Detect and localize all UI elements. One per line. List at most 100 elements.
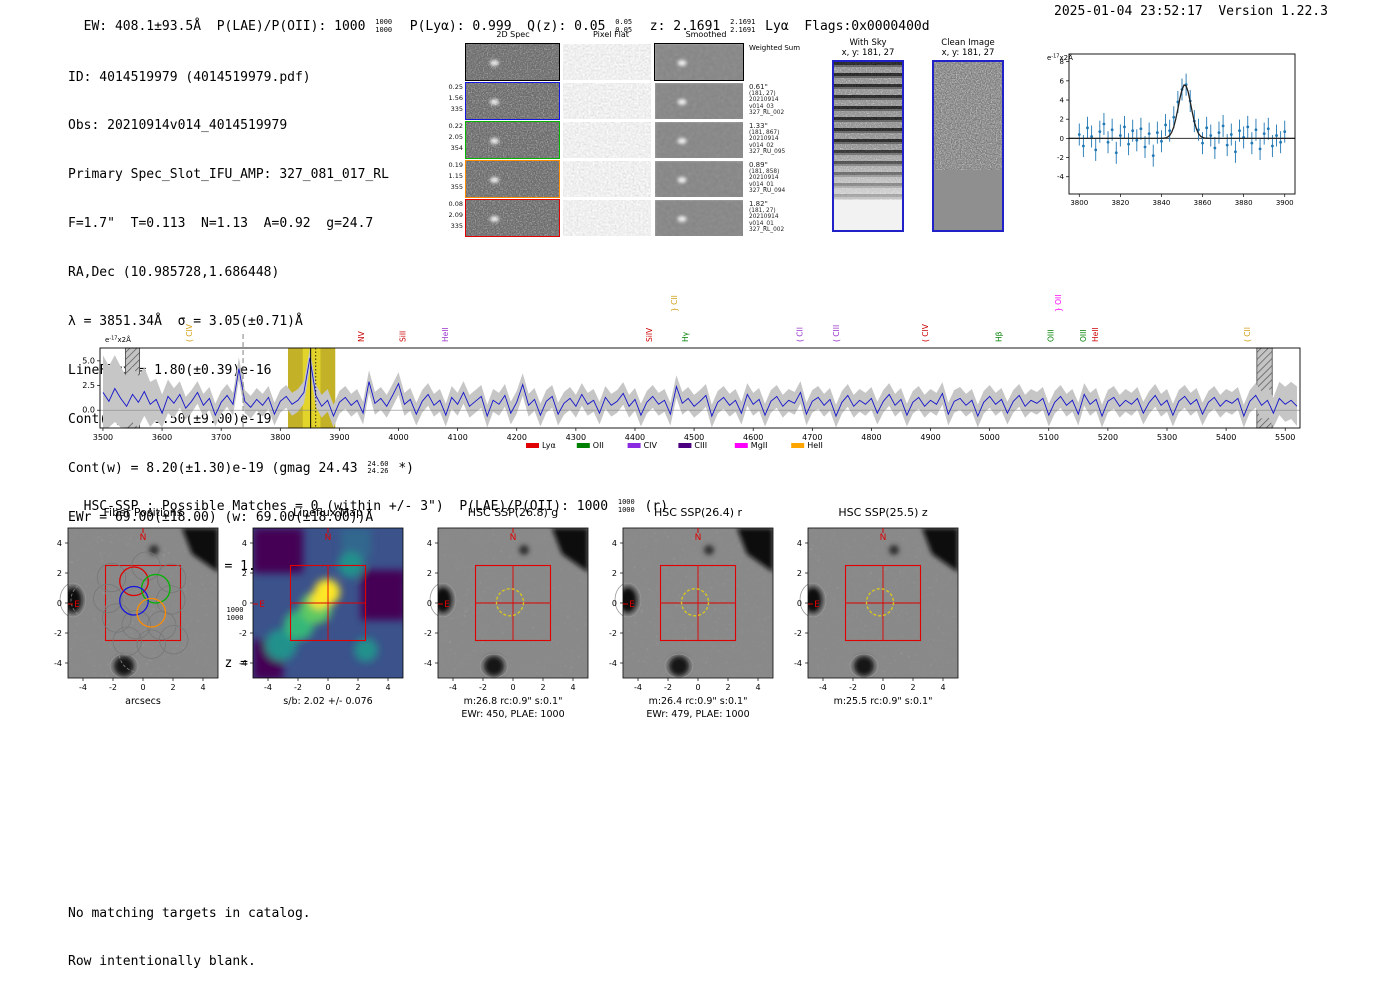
panel-caption: arcsecs xyxy=(125,696,161,707)
footer-line-1: No matching targets in catalog. xyxy=(68,906,311,921)
panel-title: Lineflux Map xyxy=(292,506,364,519)
svg-text:0: 0 xyxy=(140,683,145,692)
svg-text:0: 0 xyxy=(695,683,700,692)
compass-north: N xyxy=(510,533,517,543)
twod-row: 0.22 2.05 354 1.33" (181, 867) 20210914 v014_0… xyxy=(445,121,810,159)
gmag-uncertainty: 24.60 24.26 xyxy=(367,459,389,476)
emission-line-label: } CII xyxy=(670,295,679,312)
compass-east: E xyxy=(259,600,265,610)
legend-label: Lyα xyxy=(542,441,556,450)
legend-label: CIV xyxy=(644,441,658,450)
lineflux-map-plot: -4 -4 -2 -2 0 0 2 2 4 4 N E xyxy=(239,527,404,692)
info-seeing: F=1.7" T=0.113 N=1.13 A=0.92 g=24.7 xyxy=(68,216,374,232)
fiber-annotation: 0.61" (181, 27) 20210914 v014_03 327_RL_002 xyxy=(749,83,785,117)
svg-text:4300: 4300 xyxy=(566,433,586,442)
svg-text:3840: 3840 xyxy=(1153,199,1171,207)
clean-image xyxy=(932,60,1004,232)
footer-notes: No matching targets in catalog. Row inte… xyxy=(68,874,311,986)
twod-rows: Weighted Sum 0.25 1.56 335 0.61" (181, 27) 202… xyxy=(445,43,810,238)
info-obs: Obs: 20210914v014_4014519979 xyxy=(68,118,288,134)
emission-line-label: SiII xyxy=(398,331,407,342)
svg-text:4700: 4700 xyxy=(802,433,822,442)
smoothed-image xyxy=(654,43,744,81)
info-lambda: λ = 3851.34Å σ = 3.05(±0.71)Å xyxy=(68,314,303,330)
svg-text:-2: -2 xyxy=(1057,154,1064,162)
fiber-circle-other xyxy=(121,610,151,640)
svg-text:3880: 3880 xyxy=(1235,199,1253,207)
fiber-circle xyxy=(119,585,149,616)
pixel-flat-image xyxy=(562,121,652,159)
svg-text:4000: 4000 xyxy=(388,433,408,442)
svg-text:4: 4 xyxy=(385,683,390,692)
svg-text:8: 8 xyxy=(1060,58,1064,66)
legend-label: HeII xyxy=(807,441,823,450)
summary-header: EW: 408.1±93.5Å P(LAE)/P(OII): 1000 1000… xyxy=(68,4,930,34)
svg-text:-2: -2 xyxy=(239,629,247,638)
svg-text:4: 4 xyxy=(57,539,62,548)
svg-text:4200: 4200 xyxy=(507,433,527,442)
info-ewr: EWr = 69.00(±18.00) (w: 69.00(±18.00))Å xyxy=(68,509,374,525)
svg-text:5300: 5300 xyxy=(1157,433,1177,442)
smoothed-image xyxy=(654,121,744,159)
cutout-panel-hsc-r: HSC SSP(26.4) r -4 -4 -2 -2 0 0 2 2 4 4 N E m:26.4 … xyxy=(591,506,783,736)
svg-text:-4: -4 xyxy=(819,683,827,692)
svg-text:4: 4 xyxy=(797,539,802,548)
twod-row: 0.19 1.15 355 0.89" (181, 858) 20210914 v014_0… xyxy=(445,160,810,198)
svg-text:4100: 4100 xyxy=(447,433,467,442)
legend-label: OII xyxy=(593,441,604,450)
svg-text:0.0: 0.0 xyxy=(82,406,95,415)
clean-image-coords: x, y: 181, 27 xyxy=(941,48,995,58)
svg-text:4: 4 xyxy=(200,683,205,692)
fiber-positions-plot: -4 -4 -2 -2 0 0 2 2 4 4 N E xyxy=(54,527,219,692)
ew-value: EW: 408.1±93.5Å xyxy=(83,19,217,34)
pixel-flat-image xyxy=(562,160,652,198)
emission-line-label: Hβ xyxy=(995,331,1004,342)
info-amp: Primary Spec_Slot_IFU_AMP: 327_081_017_R… xyxy=(68,167,389,183)
match-plae-uncertainty: 1000 1000 xyxy=(617,498,635,514)
svg-text:0: 0 xyxy=(880,683,885,692)
emission-line-label: SiIV xyxy=(645,327,654,342)
panel-caption-2: EWr: 450, PLAE: 1000 xyxy=(461,709,565,720)
svg-text:-4: -4 xyxy=(264,683,272,692)
svg-text:4: 4 xyxy=(242,539,247,548)
svg-text:2: 2 xyxy=(725,683,730,692)
svg-text:4400: 4400 xyxy=(625,433,645,442)
legend-label: MgII xyxy=(751,441,768,450)
svg-text:4: 4 xyxy=(1060,97,1065,105)
emission-line-label: HeII xyxy=(441,327,450,342)
fiber-weight-labels: 0.08 2.09 335 xyxy=(448,200,463,230)
svg-text:-4: -4 xyxy=(79,683,87,692)
with-sky-image xyxy=(832,60,904,232)
fiber-circle-dashed xyxy=(118,632,159,673)
twod-row: 0.25 1.56 335 0.61" (181, 27) 20210914 v014_03… xyxy=(445,82,810,120)
svg-text:-4: -4 xyxy=(449,683,457,692)
panel-title: Fiber Positions xyxy=(103,506,183,519)
twod-header-spec: 2D Spec xyxy=(496,30,530,39)
hsc-g-plot: -4 -4 -2 -2 0 0 2 2 4 4 N E xyxy=(424,527,589,692)
svg-text:3500: 3500 xyxy=(93,433,113,442)
svg-text:0: 0 xyxy=(797,599,802,608)
catalog-match-line: HSC-SSP : Possible Matches = 0 (within +… xyxy=(83,498,669,514)
timestamp-version: 2025-01-04 23:52:17 Version 1.22.3 xyxy=(1054,4,1328,19)
fiber-circle xyxy=(119,566,149,597)
hsc-r-plot: -4 -4 -2 -2 0 0 2 2 4 4 N E xyxy=(609,527,774,692)
cutout-panel-hsc-g: HSC SSP(26.8) g -4 -4 -2 -2 0 0 2 2 4 4 N E m:26.8 … xyxy=(406,506,598,736)
emission-line-label: HeII xyxy=(1091,327,1100,342)
cutout-panel-hsc-z: HSC SSP(25.5) z -4 -4 -2 -2 0 0 2 2 4 4 N E m:25.5 … xyxy=(776,506,968,736)
footer-line-2: Row intentionally blank. xyxy=(68,954,256,969)
fiber-circle-dashed xyxy=(70,581,108,619)
fiber-circle-other xyxy=(159,625,189,655)
emission-line-label: ( CIV xyxy=(185,323,194,342)
svg-text:3600: 3600 xyxy=(152,433,172,442)
svg-text:-4: -4 xyxy=(794,659,802,668)
fiber-annotation: 0.89" (181, 858) 20210914 v014_01 327_RU_094 xyxy=(749,161,786,195)
fiber-circle xyxy=(136,597,167,628)
svg-text:5100: 5100 xyxy=(1039,433,1059,442)
svg-text:4800: 4800 xyxy=(861,433,881,442)
error-envelope xyxy=(103,348,1297,428)
emission-line-label: ( CII xyxy=(795,327,804,342)
fiber-weight-labels xyxy=(445,43,465,81)
svg-text:0: 0 xyxy=(325,683,330,692)
twod-header-smoothed: Smoothed xyxy=(685,30,727,39)
svg-text:4: 4 xyxy=(940,683,945,692)
